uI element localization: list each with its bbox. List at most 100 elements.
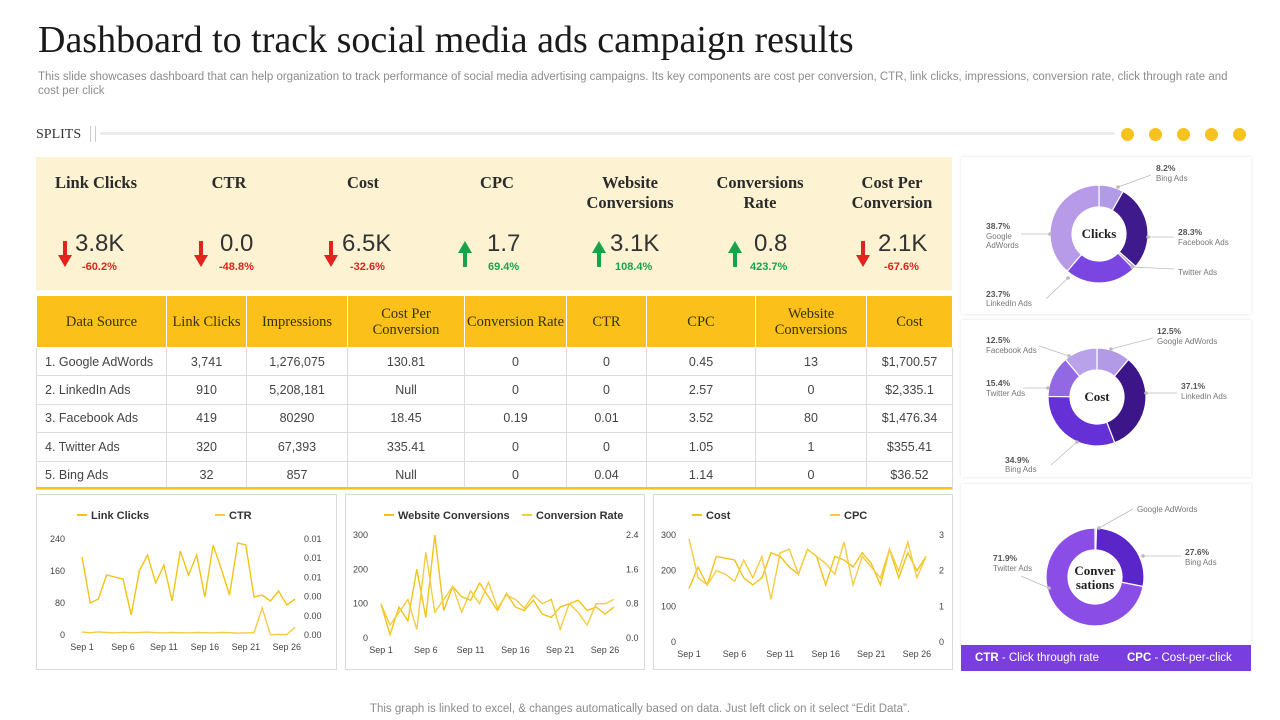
kpi-change: -67.6% [884,261,919,273]
kpi-title: Link Clicks [54,173,138,192]
leader-dot [1130,265,1134,269]
kpi-change: -32.6% [350,261,385,273]
donut-category-label: Bing Ads [1156,174,1188,183]
kpi-change: -60.2% [82,261,117,273]
table-cell: 1 [755,432,867,462]
kpi-cost: Cost 6.5K -32.6% [298,157,428,290]
donut-value-label: 37.1% [1181,381,1206,391]
leader-dot [1046,386,1050,390]
y2-tick-label: 0.0 [626,633,639,643]
series-line-conversion-rate [380,552,615,632]
donut-value-label: 71.9% [993,553,1018,563]
x-tick-label: Sep 6 [414,645,438,655]
leader-line [1098,508,1134,529]
kpi-value: 3.1K [610,230,660,257]
web-conversions-chart: Website Conversions Conversion Rate 0 100 20… [345,494,645,670]
splits-label: SPLITS [36,127,82,142]
kpi-link-clicks: Link Clicks 3.8K -60.2% [36,157,156,290]
kpi-title: Website Conversions [586,173,674,212]
table-cell: 1,276,075 [246,346,348,377]
cpc-legend-text: - Cost-per-click [1151,652,1232,664]
y2-tick-label: 3 [939,530,944,540]
x-tick-label: Sep 16 [191,642,220,652]
x-tick-label: Sep 26 [273,642,302,652]
donut-category-label: Bing Ads [1185,558,1217,567]
cpc-legend-key: CPC [1127,652,1152,664]
kpi-value: 1.7 [487,230,521,257]
clicks-ctr-chart: Link Clicks CTR 0 80 160 240 0.00 0.00 0.00 0.01 0… [36,494,337,670]
x-tick-label: Sep 11 [457,645,485,655]
table-header: CPC [646,295,756,348]
donut-slice-linkedin-ads [1105,358,1147,444]
table-cell: 0.01 [566,403,647,434]
cost-cpc-chart: Cost CPC 0 100 200 300 0 1 2 3 Sep 1 Sep 6 Sep 11 Sep… [653,494,953,670]
table-cell: 67,393 [246,432,348,462]
donut-category-label: Google AdWords [1157,337,1217,346]
table-cell: 5. Bing Ads [36,460,167,490]
donut-category-label: Twitter Ads [986,389,1025,398]
table-header: Conversion Rate [464,295,567,348]
kpi-value: 2.1K [878,230,928,257]
kpi-conversions-rate: Conversions Rate 0.8 423.7% [700,157,820,290]
table-cell: $2,335.1 [866,375,953,405]
table-cell: 5,208,181 [246,375,348,405]
table-header: CTR [566,295,647,348]
table-header: Cost [866,295,953,348]
donut-slice-twitter-ads [1045,527,1144,627]
kpi-title: Conversions Rate [716,173,804,212]
y-tick-label: 300 [353,530,368,540]
donut-value-label: 34.9% [1005,455,1030,465]
donut-category-label: Facebook Ads [1178,238,1229,247]
series-line-ctr [81,605,296,636]
donut-center-label-part: Conver [1074,563,1115,578]
leader-dot [1146,235,1150,239]
y-tick-label: 300 [661,530,676,540]
down-arrow-icon [856,241,870,267]
table-cell: Null [347,375,465,405]
leader-line [1110,337,1154,350]
y-tick-label: 200 [353,564,368,574]
legend-label: CPC [844,510,867,522]
leader-line [1020,575,1050,589]
legend-label: Cost [706,510,731,522]
page-title: Dashboard to track social media ads camp… [38,19,854,61]
table-cell: $355.41 [866,432,953,462]
table-header: Impressions [246,295,348,348]
donut-category-label: Twitter Ads [1178,268,1217,277]
legend-label: Conversion Rate [536,510,623,522]
y-tick-label: 200 [661,566,676,576]
table-header: Link Clicks [166,295,247,348]
table-cell: 1.05 [646,432,756,462]
abbreviation-legend: CTR - Click through rate CPC - Cost-per-… [961,645,1251,671]
ctr-legend-text: - Click through rate [998,652,1099,664]
table-cell: 18.45 [347,403,465,434]
table-cell: 0 [464,346,567,377]
leader-dot [1097,526,1101,530]
table-cell: 0 [755,460,867,490]
clicks-donut-svg: Clicks 8.2%Bing Ads 28.3%Facebook Ads Twitt… [986,163,1229,308]
kpi-ctr: CTR 0.0 -48.8% [164,157,294,290]
legend-label: Link Clicks [91,510,149,522]
table-cell: 910 [166,375,247,405]
ctr-legend-key: CTR [975,652,999,664]
table-cell: 0 [755,375,867,405]
donut-slice-facebook-ads [1064,347,1098,378]
web-conversions-svg: Website Conversions Conversion Rate 0 100 20… [353,510,639,655]
donut-value-label: 28.3% [1178,227,1203,237]
splits-divider [95,126,96,142]
cpc-legend: CPC - Cost-per-click [1127,652,1232,664]
donut-value-label: 15.4% [986,378,1011,388]
table-cell: Null [347,460,465,490]
table-cell: 3. Facebook Ads [36,403,167,434]
x-tick-label: Sep 11 [766,649,794,659]
donut-value-label: 12.5% [986,335,1011,345]
donut-value-label: 38.7% [986,221,1011,231]
table-row: 3. Facebook Ads 419 80290 18.45 0.19 0.01 3.52… [36,403,953,434]
table-row: 2. LinkedIn Ads 910 5,208,181 Null 0 0 2.57 0 $2… [36,375,953,405]
splits-line [100,132,1115,135]
table-cell: 130.81 [347,346,465,377]
x-tick-label: Sep 26 [591,645,620,655]
leader-dot [1116,185,1120,189]
y-tick-label: 0 [671,637,676,647]
donut-center-label: Clicks [1082,226,1117,241]
